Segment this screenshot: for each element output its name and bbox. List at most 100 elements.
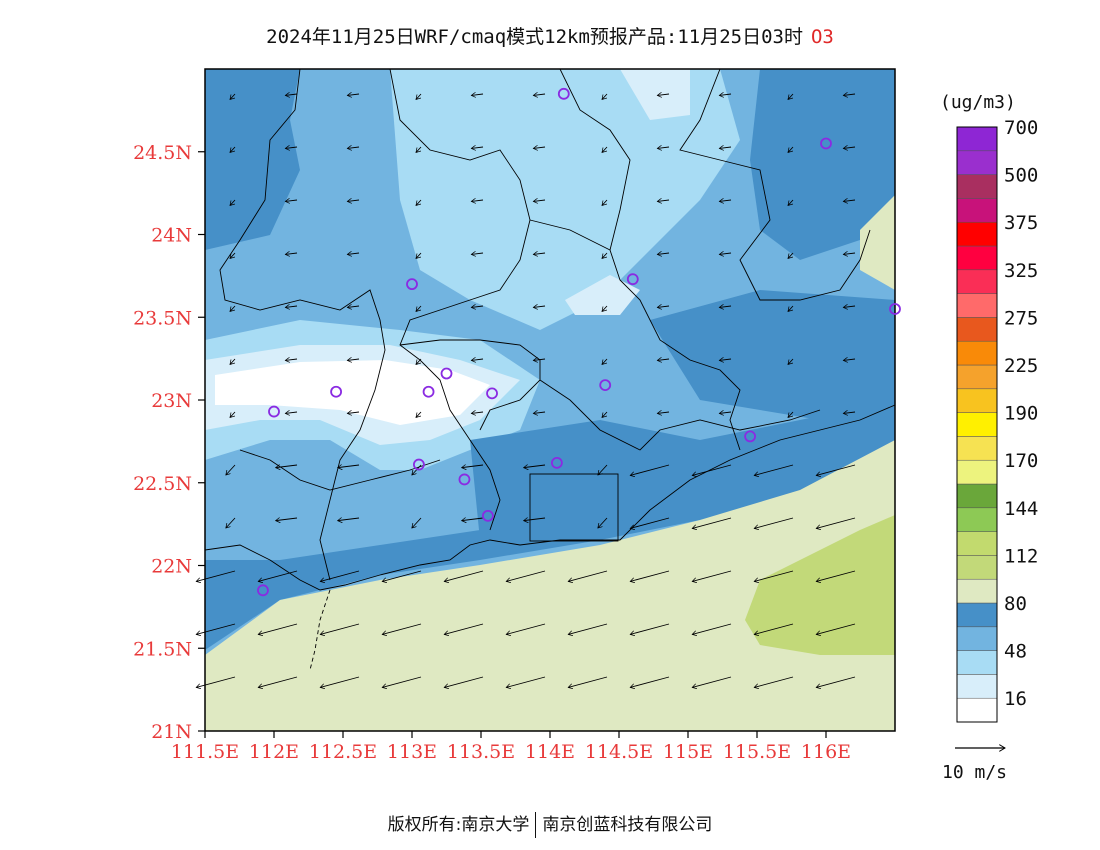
- wind-vector: [285, 147, 298, 148]
- lat-tick-label: 22.5N: [133, 473, 192, 495]
- lon-tick-label: 113E: [387, 741, 437, 763]
- boundary-east-2: [679, 69, 871, 301]
- lon-tick-label: 115.5E: [723, 741, 791, 763]
- wind-vector: [533, 306, 546, 307]
- colorbar-label: 190: [1004, 403, 1038, 425]
- lon-tick-label: 114E: [525, 741, 575, 763]
- colorbar-label: 225: [1004, 355, 1038, 377]
- station-marker: [458, 473, 471, 486]
- wind-vector: [719, 94, 732, 95]
- wind-vector: [692, 570, 732, 581]
- wind-vector: [630, 464, 670, 475]
- wind-vector: [471, 147, 484, 148]
- wind-vector: [196, 623, 236, 634]
- wind-vector: [412, 517, 422, 528]
- colorbar-swatch: [956, 150, 998, 175]
- wind-vector: [471, 200, 484, 201]
- wind-vector: [602, 199, 608, 205]
- colorbar-label: 16: [1004, 688, 1027, 710]
- colorbar-swatch: [956, 126, 998, 152]
- wind-vector: [258, 623, 298, 634]
- wind-vector: [347, 306, 360, 307]
- boundary-lines: [205, 69, 895, 671]
- wind-vector: [416, 411, 422, 417]
- lon-tick-label: 112.5E: [309, 741, 377, 763]
- colorbar-label: 500: [1004, 165, 1038, 187]
- wind-vector: [719, 147, 732, 148]
- wind-vector: [754, 676, 794, 687]
- wind-vector: [347, 147, 360, 148]
- wind-vector: [276, 518, 298, 521]
- wind-vector: [471, 306, 484, 307]
- lat-tick-label: 22N: [151, 556, 192, 578]
- wind-vector: [816, 464, 856, 475]
- lon-tick-label: 115E: [663, 741, 713, 763]
- colorbar-label: 80: [1004, 593, 1027, 615]
- station-marker: [486, 387, 498, 400]
- boundary-west: [219, 69, 386, 581]
- wind-vector: [754, 623, 794, 634]
- field-64-80-east: [650, 290, 895, 420]
- shenzhen-box: [529, 473, 619, 542]
- colorbar-swatch: [956, 507, 998, 532]
- wind-vector: [533, 359, 546, 360]
- colorbar-swatch: [956, 364, 998, 390]
- colorbar-label: 48: [1004, 641, 1027, 663]
- field-64-80-shore: [470, 400, 895, 540]
- colorbar-label: 700: [1004, 117, 1038, 139]
- wind-vector: [598, 517, 608, 528]
- wind-vector: [285, 253, 298, 254]
- field-80-112-sea: [205, 440, 895, 731]
- lat-tick-label: 23N: [151, 390, 192, 412]
- wind-vector: [416, 305, 422, 311]
- field-16-32-centre: [565, 275, 640, 315]
- wind-vector: [471, 412, 484, 413]
- wind-vector: [462, 518, 484, 521]
- colorbar-label: 375: [1004, 212, 1038, 234]
- colorbar-swatch: [956, 388, 998, 413]
- wind-vector: [320, 623, 360, 634]
- lon-tick-label: 116E: [801, 741, 851, 763]
- wind-vector: [692, 517, 732, 528]
- colorbar-label: 112: [1004, 545, 1038, 567]
- colorbar-label: 170: [1004, 450, 1038, 472]
- wind-vector: [816, 570, 856, 581]
- wind-vector: [719, 200, 732, 201]
- wind-vector: [630, 623, 670, 634]
- wind-vector: [506, 570, 546, 581]
- boundary-link-3: [539, 379, 821, 451]
- wind-vector: [843, 94, 856, 95]
- colorbar-swatch: [956, 174, 998, 199]
- field-0-16-delta: [215, 360, 490, 425]
- lon-tick-label: 114.5E: [585, 741, 653, 763]
- wind-vector: [524, 518, 546, 521]
- wind-vector: [230, 411, 236, 417]
- wind-vector: [226, 464, 236, 475]
- wind-vector: [258, 570, 298, 581]
- wind-vector: [754, 570, 794, 581]
- wind-vector: [533, 200, 546, 201]
- colorbar-swatch: [956, 578, 998, 604]
- colorbar-swatch: [956, 602, 998, 628]
- wind-vector: [320, 570, 360, 581]
- wind-vector: [657, 200, 670, 201]
- wind-vector: [230, 93, 236, 99]
- colorbar-swatch: [956, 483, 998, 509]
- wind-vector: [788, 358, 794, 364]
- wind-vector: [788, 411, 794, 417]
- wind-vector: [416, 199, 422, 205]
- wind-vector: [285, 200, 298, 201]
- wind-legend-label: 10 m/s: [942, 762, 1007, 783]
- wind-legend: 10 m/s: [942, 748, 1007, 783]
- monitoring-stations: [257, 87, 901, 597]
- wind-vector: [276, 465, 298, 468]
- wind-vector: [230, 252, 236, 258]
- wind-vector: [843, 147, 856, 148]
- wind-vector: [416, 252, 422, 258]
- wind-vector: [347, 253, 360, 254]
- colorbar-swatch: [956, 555, 998, 580]
- wind-vector: [347, 200, 360, 201]
- lat-tick-label: 23.5N: [133, 307, 192, 329]
- lat-tick-label: 24N: [151, 225, 192, 247]
- station-marker: [406, 278, 418, 291]
